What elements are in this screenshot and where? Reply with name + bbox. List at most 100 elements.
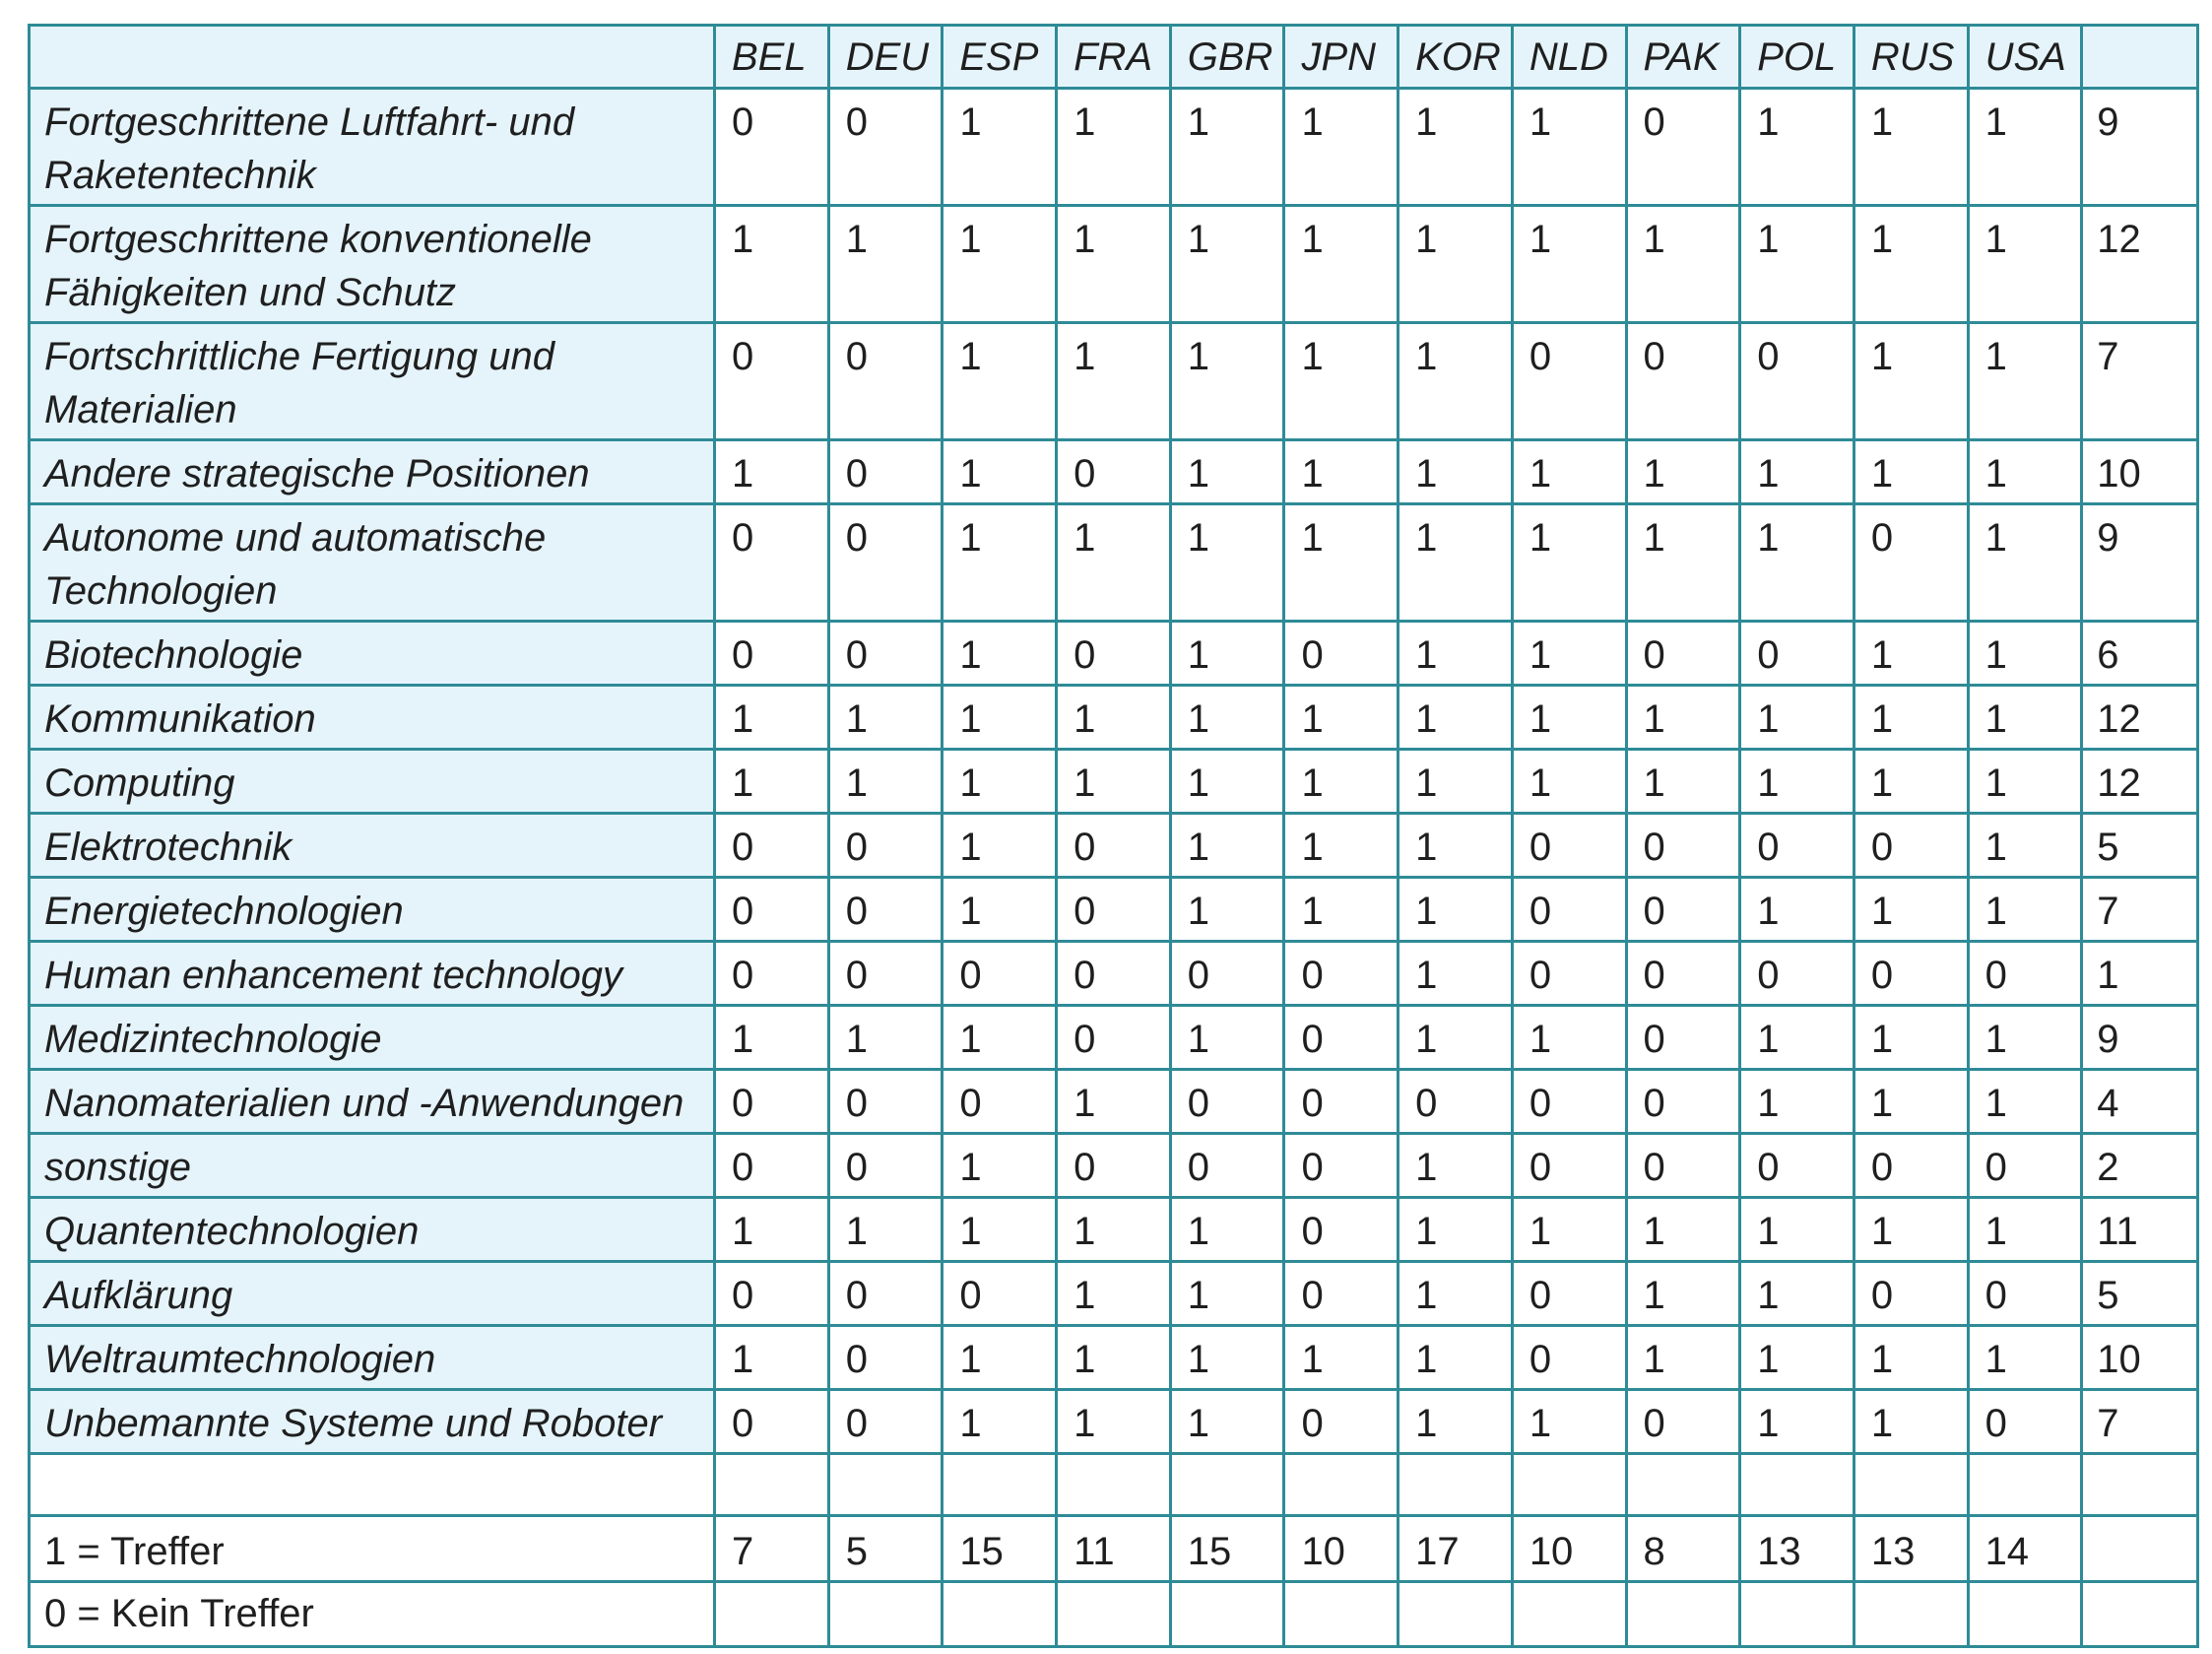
value-cell: 1: [1168, 876, 1286, 943]
row-total-cell: 7: [2080, 1388, 2200, 1455]
value-cell: 1: [1055, 321, 1172, 441]
value-cell: 1: [1397, 1132, 1514, 1199]
table-row: Human enhancement technology 0 0 0 0 0 0 1 0 0 0 0 0…: [28, 940, 2200, 1007]
row-label: Nanomaterialien und -Anwendungen: [28, 1068, 716, 1135]
row-label: Human enhancement technology: [28, 940, 716, 1007]
row-total-cell: 10: [2080, 438, 2200, 505]
table-row: Nanomaterialien und -Anwendungen 0 0 0 1 0 0 0 0…: [28, 1068, 2200, 1135]
value-cell: 0: [713, 1260, 830, 1327]
value-cell: 1: [1852, 438, 1970, 505]
table-row: Fortschrittliche Fertigung und Materiali…: [28, 321, 2200, 441]
table-row: Elektrotechnik 0 0 1 0 1 1 1 0 0 0 0 1 5: [28, 812, 2200, 879]
empty-cell: [1168, 1452, 1286, 1517]
table-row: Kommunikation 1 1 1 1 1 1 1 1 1 1 1 1 12: [28, 684, 2200, 751]
column-total-cell: 13: [1738, 1514, 1855, 1583]
row-total-cell: 7: [2080, 876, 2200, 943]
table-row: Fortgeschrittene konventionelle Fähigkei…: [28, 204, 2200, 324]
value-cell: 1: [1624, 748, 1742, 815]
value-cell: 0: [713, 940, 830, 1007]
value-cell: 0: [826, 1068, 944, 1135]
country-header-deu: DEU: [826, 24, 944, 90]
value-cell: 1: [941, 1004, 1059, 1071]
legend-row: 0 = Kein Treffer: [28, 1580, 2200, 1648]
value-cell: 0: [1738, 940, 1855, 1007]
value-cell: 0: [1168, 1068, 1286, 1135]
value-cell: 1: [1624, 438, 1742, 505]
value-cell: 1: [941, 502, 1059, 623]
value-cell: 1: [1852, 876, 1970, 943]
value-cell: 0: [713, 502, 830, 623]
value-cell: 0: [1055, 620, 1172, 687]
value-cell: 1: [1966, 620, 2084, 687]
value-cell: 1: [1966, 87, 2084, 207]
table-row: sonstige 0 0 1 0 0 0 1 0 0 0 0 0 2: [28, 1132, 2200, 1199]
empty-cell: [1624, 1580, 1742, 1648]
value-cell: 1: [1397, 748, 1514, 815]
value-cell: 1: [1168, 1004, 1286, 1071]
value-cell: 1: [1397, 1004, 1514, 1071]
row-total-cell: 6: [2080, 620, 2200, 687]
value-cell: 1: [941, 620, 1059, 687]
value-cell: 1: [1966, 1196, 2084, 1263]
value-cell: 0: [1738, 1132, 1855, 1199]
value-cell: 1: [1055, 684, 1172, 751]
legend-no-hit: 0 = Kein Treffer: [28, 1580, 716, 1648]
value-cell: 1: [1397, 1196, 1514, 1263]
value-cell: 0: [941, 1068, 1059, 1135]
row-label: Autonome und automatische Technologien: [28, 502, 716, 623]
technology-matrix-table: BEL DEU ESP FRA GBR JPN KOR NLD PAK POL …: [28, 24, 2200, 1648]
table-row: Andere strategische Positionen 1 0 1 0 1 1 1 1 1 1…: [28, 438, 2200, 505]
value-cell: 0: [826, 876, 944, 943]
value-cell: 1: [1282, 502, 1400, 623]
value-cell: 1: [1282, 1324, 1400, 1391]
value-cell: 1: [1282, 204, 1400, 324]
value-cell: 0: [1510, 1068, 1628, 1135]
row-total-cell: 9: [2080, 1004, 2200, 1071]
value-cell: 0: [1510, 1324, 1628, 1391]
row-total-cell: 11: [2080, 1196, 2200, 1263]
row-label: Computing: [28, 748, 716, 815]
empty-cell: [1852, 1452, 1970, 1517]
row-label: Biotechnologie: [28, 620, 716, 687]
value-cell: 1: [1852, 1196, 1970, 1263]
value-cell: 1: [1852, 87, 1970, 207]
value-cell: 1: [1510, 438, 1628, 505]
value-cell: 1: [826, 204, 944, 324]
value-cell: 0: [1055, 1132, 1172, 1199]
header-corner-cell: [28, 24, 716, 90]
value-cell: 1: [826, 684, 944, 751]
table-row: Weltraumtechnologien 1 0 1 1 1 1 1 0 1 1 1 1 10: [28, 1324, 2200, 1391]
value-cell: 1: [1397, 876, 1514, 943]
value-cell: 1: [941, 321, 1059, 441]
value-cell: 0: [1282, 620, 1400, 687]
row-label: Fortgeschrittene konventionelle Fähigkei…: [28, 204, 716, 324]
value-cell: 1: [1055, 502, 1172, 623]
value-cell: 0: [826, 87, 944, 207]
value-cell: 1: [1055, 87, 1172, 207]
row-total-cell: 7: [2080, 321, 2200, 441]
table-row: Medizintechnologie 1 1 1 0 1 0 1 1 0 1 1 1 9: [28, 1004, 2200, 1071]
value-cell: 1: [1624, 1324, 1742, 1391]
value-cell: 1: [713, 1324, 830, 1391]
value-cell: 1: [1738, 1324, 1855, 1391]
value-cell: 1: [1852, 748, 1970, 815]
value-cell: 1: [1738, 204, 1855, 324]
value-cell: 1: [1738, 87, 1855, 207]
value-cell: 1: [1738, 1068, 1855, 1135]
value-cell: 1: [1397, 812, 1514, 879]
value-cell: 1: [1397, 940, 1514, 1007]
value-cell: 1: [1055, 1388, 1172, 1455]
empty-cell: [1738, 1580, 1855, 1648]
value-cell: 0: [1966, 1260, 2084, 1327]
value-cell: 1: [1852, 1324, 1970, 1391]
value-cell: 0: [1966, 1132, 2084, 1199]
empty-cell: [941, 1452, 1059, 1517]
value-cell: 1: [1738, 748, 1855, 815]
value-cell: 1: [1168, 204, 1286, 324]
value-cell: 1: [1055, 1324, 1172, 1391]
value-cell: 1: [1168, 321, 1286, 441]
value-cell: 0: [1282, 1068, 1400, 1135]
value-cell: 0: [1510, 876, 1628, 943]
value-cell: 1: [1966, 748, 2084, 815]
row-total-cell: 12: [2080, 748, 2200, 815]
